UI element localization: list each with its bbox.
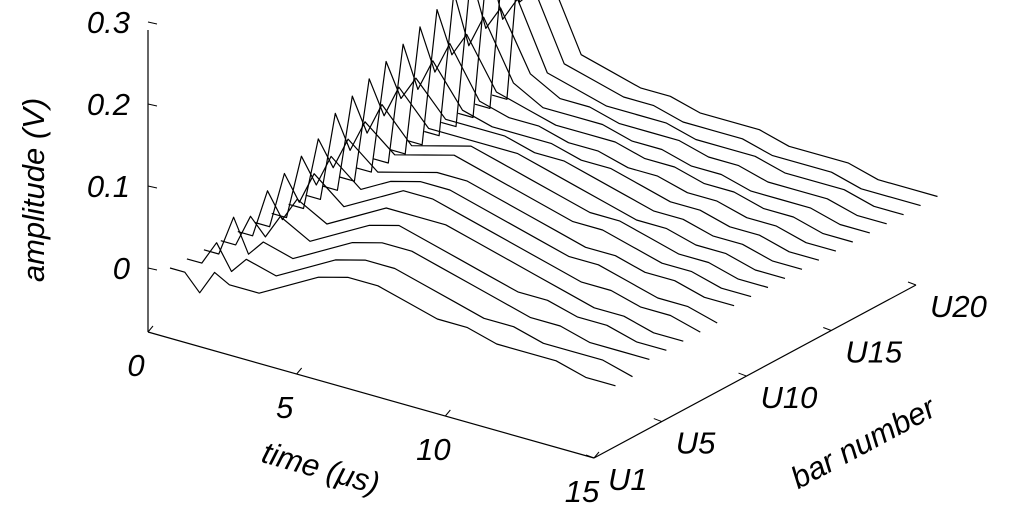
y-axis-line bbox=[593, 284, 917, 459]
trace-bar-19 bbox=[474, 0, 921, 207]
y-tick-label: U15 bbox=[845, 335, 903, 370]
x-tick-label: 10 bbox=[416, 432, 450, 467]
chart-axes bbox=[147, 30, 917, 459]
y-tick-mark bbox=[585, 454, 595, 459]
trace-bar-7 bbox=[271, 155, 718, 324]
trace-bar-1 bbox=[169, 267, 616, 387]
trace-bar-16 bbox=[424, 0, 870, 234]
trace-bar-6 bbox=[254, 172, 701, 333]
x-tick-label: 0 bbox=[127, 348, 144, 383]
x-tick-mark bbox=[444, 409, 451, 417]
y-tick-mark bbox=[653, 418, 662, 423]
trace-bar-17 bbox=[441, 0, 887, 225]
z-tick-mark bbox=[147, 185, 158, 189]
z-axis-label: amplitude (V) bbox=[16, 98, 51, 282]
y-tick-label: U20 bbox=[930, 289, 987, 324]
z-tick-label: 0.3 bbox=[87, 5, 130, 40]
z-tick-mark bbox=[147, 267, 158, 271]
y-tick-label: U10 bbox=[761, 380, 818, 415]
x-tick-label: 15 bbox=[565, 474, 600, 509]
y-tick-mark bbox=[823, 327, 832, 331]
trace-series bbox=[169, 0, 938, 387]
z-tick-mark bbox=[147, 21, 158, 25]
y-tick-label: U5 bbox=[676, 426, 716, 461]
trace-bar-5 bbox=[237, 190, 684, 342]
x-tick-mark bbox=[593, 451, 600, 459]
trace-bar-8 bbox=[288, 138, 735, 307]
axis-labels: amplitude (V) time (μs) bar number bbox=[16, 98, 943, 501]
trace-bar-4 bbox=[220, 215, 667, 351]
x-axis-line bbox=[147, 331, 595, 459]
z-tick-mark bbox=[147, 103, 158, 107]
x-axis-label: time (μs) bbox=[258, 435, 383, 501]
x-tick-mark bbox=[296, 367, 303, 375]
trace-bar-20 bbox=[491, 0, 938, 198]
trace-bar-13 bbox=[373, 43, 820, 261]
trace-bar-15 bbox=[407, 9, 853, 243]
y-tick-mark bbox=[907, 281, 917, 286]
trace-bar-9 bbox=[305, 112, 752, 298]
trace-bar-12 bbox=[356, 60, 803, 270]
y-tick-mark bbox=[738, 372, 747, 377]
x-tick-label: 5 bbox=[276, 390, 294, 425]
x-tick-mark bbox=[147, 325, 154, 333]
z-tick-label: 0.2 bbox=[87, 87, 130, 122]
trace-bar-3 bbox=[203, 216, 650, 360]
z-tick-label: 0 bbox=[113, 251, 130, 286]
trace-bar-11 bbox=[339, 78, 786, 279]
trace-bar-14 bbox=[390, 26, 837, 252]
y-tick-label: U1 bbox=[608, 462, 648, 497]
trace-bar-2 bbox=[186, 242, 633, 378]
axis-ticks: 0.3 0.2 0.1 0 0 5 10 15 U1 U5 U10 U15 U20 bbox=[87, 5, 987, 509]
trace-bar-10 bbox=[322, 95, 769, 289]
z-tick-label: 0.1 bbox=[87, 169, 130, 204]
